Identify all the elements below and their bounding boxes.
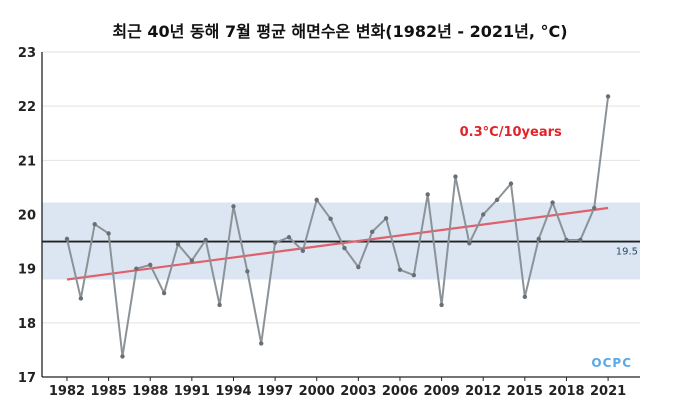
data-point: [231, 204, 236, 209]
data-point: [592, 205, 597, 211]
data-point: [245, 269, 250, 274]
data-point: [564, 237, 569, 243]
data-point: [383, 216, 389, 221]
data-point: [328, 216, 333, 222]
data-point: [259, 341, 264, 346]
data-point: [300, 248, 306, 253]
y-tick-label: 21: [18, 154, 36, 169]
data-point: [148, 262, 153, 268]
data-point: [578, 237, 583, 243]
data-point: [286, 235, 292, 240]
data-point: [494, 197, 500, 203]
data-point: [481, 212, 486, 217]
x-tick-label: 2012: [465, 384, 501, 399]
x-tick-label: 2018: [548, 384, 584, 399]
x-tick-label: 1988: [132, 384, 168, 399]
y-tick-label: 19: [18, 263, 36, 278]
data-point: [92, 222, 97, 227]
y-tick-label: 22: [18, 100, 36, 115]
x-tick-label: 1994: [215, 384, 251, 399]
y-tick-label: 18: [18, 317, 36, 332]
x-tick-label: 1997: [257, 384, 293, 399]
x-tick-label: 2009: [423, 384, 459, 399]
data-point: [425, 192, 430, 197]
data-point: [189, 258, 195, 263]
data-point: [508, 181, 514, 186]
x-tick-label: 2003: [340, 384, 376, 399]
data-point: [522, 294, 528, 300]
data-point: [439, 302, 444, 308]
data-point: [64, 236, 70, 242]
data-point: [272, 240, 278, 245]
x-tick-label: 2015: [507, 384, 543, 399]
x-tick-label: 1985: [91, 384, 127, 399]
series-layer: [64, 94, 611, 359]
data-point: [203, 237, 208, 243]
trend-line: [66, 206, 609, 281]
data-point: [161, 290, 167, 296]
data-point: [217, 302, 222, 308]
data-point: [120, 354, 125, 359]
data-point: [467, 241, 472, 246]
data-point: [605, 94, 611, 99]
ocpc-logo: OCPC: [591, 356, 632, 370]
data-point: [536, 236, 541, 242]
data-point: [175, 242, 181, 247]
mean-value-label: 19.5: [616, 247, 638, 258]
trend-rate-label: 0.3°C/10years: [460, 125, 562, 140]
data-point: [134, 266, 139, 271]
data-point: [397, 267, 403, 272]
y-tick-label: 17: [18, 371, 36, 386]
data-point: [78, 296, 84, 301]
x-tick-label: 1991: [174, 384, 210, 399]
x-tick-label: 2000: [299, 384, 335, 399]
trend-line-layer: [66, 206, 609, 281]
x-tick-label: 2006: [382, 384, 418, 399]
y-tick-label: 20: [18, 209, 36, 224]
data-point: [106, 231, 111, 236]
label-layer: 19.5 0.3°C/10years OCPC: [460, 125, 638, 370]
x-tick-label: 1982: [49, 384, 85, 399]
data-point: [370, 229, 375, 235]
data-point: [550, 200, 555, 205]
series-line: [66, 96, 610, 357]
data-point: [342, 245, 347, 251]
data-point: [314, 197, 319, 203]
y-tick-label: 23: [18, 46, 36, 61]
data-point: [356, 264, 361, 270]
chart-title: 최근 40년 동해 7월 평균 해면수온 변화(1982년 - 2021년, °…: [112, 22, 568, 41]
data-point: [453, 174, 458, 179]
x-tick-label: 2021: [590, 384, 626, 399]
data-point: [411, 272, 417, 278]
